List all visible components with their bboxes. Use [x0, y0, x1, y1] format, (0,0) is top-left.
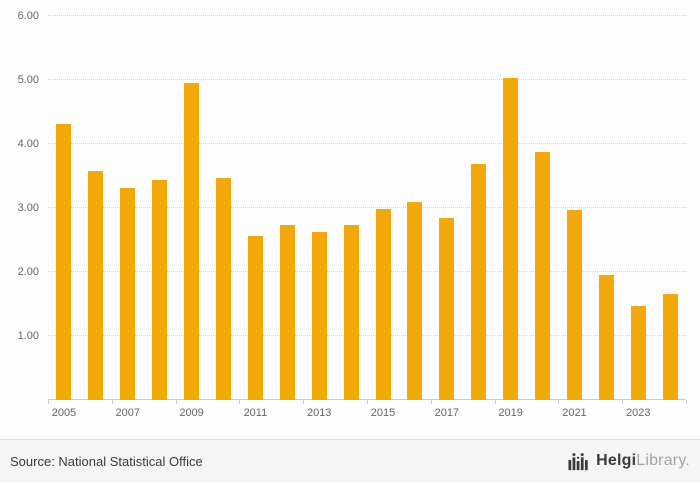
x-axis-tick-label: 2021: [562, 407, 587, 419]
bar-slot: [144, 16, 176, 400]
bar-slot: [335, 16, 367, 400]
x-axis-tick-mark: [430, 400, 432, 404]
bar-2019: [503, 78, 519, 400]
bar-slot: [527, 16, 559, 400]
bar-slot: 2011: [239, 16, 271, 419]
x-axis-tick-label: 2013: [306, 407, 332, 419]
bar-slot: 2009: [176, 16, 208, 419]
x-axis-tick-label: 2017: [434, 407, 460, 419]
x-axis-tick-mark: [367, 400, 368, 404]
x-axis-tick-label: 2023: [626, 407, 651, 419]
bar-slot: 2021: [559, 16, 591, 419]
y-axis-tick-label: 4.00: [17, 138, 39, 150]
x-axis-tick-mark: [494, 400, 496, 404]
bar-chart: 2005 2007 2009 2011 2013 2015 2017 2019 2021 2023…: [0, 10, 700, 440]
bar-2005: [56, 123, 72, 400]
bar-2018: [471, 163, 487, 400]
x-axis-tick-mark: [111, 400, 113, 404]
bar-2021: [566, 209, 582, 400]
source-text: Source: National Statistical Office: [10, 453, 203, 469]
bar-slot: 2007: [112, 16, 144, 419]
bar-slot: 2013: [303, 16, 335, 419]
logo-text-bold: Helgi: [596, 452, 637, 469]
bar-slot: [80, 16, 112, 400]
x-axis-tick-label: 2009: [179, 407, 204, 419]
bar-slot: 2017: [431, 16, 463, 419]
bar-2006: [88, 170, 104, 400]
plot-area: 2005 2007 2009 2011 2013 2015 2017 2019 2021 2023…: [18, 10, 687, 419]
bar-slot: [271, 16, 303, 400]
bar-2022: [598, 274, 614, 400]
x-axis-tick-label: 2005: [51, 407, 77, 419]
bar-slot: 2015: [367, 16, 399, 419]
bar-slot: 2019: [495, 16, 527, 419]
bar-slot: [654, 16, 686, 400]
logo-text: HelgiLibrary.: [596, 452, 690, 470]
bar-2007: [120, 187, 136, 400]
x-axis-tick-mark: [686, 400, 687, 404]
y-axis-tick-label: 5.00: [17, 74, 39, 86]
x-axis-line: [48, 399, 686, 400]
bar-2017: [439, 218, 455, 400]
bar-slot: [399, 16, 431, 400]
bar-2014: [343, 225, 359, 400]
bar-2024: [662, 294, 678, 400]
bar-2016: [407, 201, 423, 400]
y-axis-tick-label: 2.00: [17, 266, 39, 278]
logo-text-light: Library.: [636, 452, 690, 469]
bar-2020: [535, 151, 551, 400]
chart-footer: Source: National Statistical Office Helg…: [0, 440, 700, 482]
x-axis-tick-mark: [303, 400, 305, 404]
bar-slot: [208, 16, 240, 400]
x-axis-tick-label: 2011: [243, 407, 268, 419]
x-axis-tick-mark: [48, 400, 49, 404]
y-axis-tick-label: 6.00: [17, 10, 39, 22]
helgilibrary-logo-icon: [568, 451, 590, 471]
x-axis-tick-mark: [558, 400, 560, 404]
bar-slot: 2023: [622, 16, 654, 419]
bar-2008: [152, 180, 168, 400]
bar-2010: [215, 177, 231, 400]
x-axis-tick-label: 2015: [370, 407, 396, 419]
x-axis-tick-mark: [239, 400, 241, 404]
bar-2015: [375, 208, 391, 400]
bar-2013: [311, 231, 327, 400]
bar-2023: [630, 305, 646, 400]
helgilibrary-logo[interactable]: HelgiLibrary.: [568, 451, 690, 471]
bar-2011: [247, 235, 263, 400]
x-axis-tick-label: 2007: [115, 407, 140, 419]
x-axis-tick-label: 2019: [498, 407, 523, 419]
bar-2009: [184, 82, 200, 400]
y-axis-tick-label: 3.00: [17, 202, 39, 214]
x-axis-tick-mark: [175, 400, 177, 404]
bar-2012: [279, 225, 295, 400]
y-axis-tick-label: 1.00: [17, 330, 39, 342]
bar-slot: 2005: [48, 16, 80, 419]
bars-container: 2005 2007 2009 2011 2013 2015 2017 2019 2021 2023: [48, 16, 686, 419]
bar-slot: [590, 16, 622, 400]
x-axis-tick-mark: [622, 400, 624, 404]
bar-slot: [463, 16, 495, 400]
